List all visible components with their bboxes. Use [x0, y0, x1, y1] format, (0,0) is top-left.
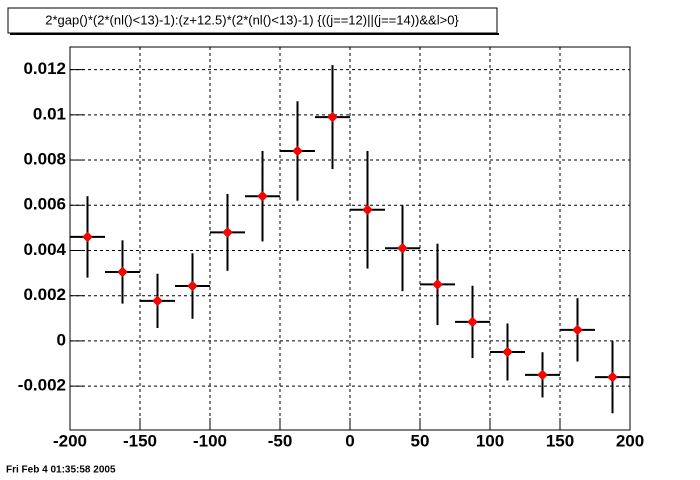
- marker: [257, 190, 268, 202]
- x-tick-label: -100: [193, 431, 227, 450]
- y-tick-label: 0.006: [23, 195, 66, 214]
- x-tick-label: -150: [123, 431, 157, 450]
- y-tick-label: 0: [57, 330, 66, 349]
- x-tick-label: 150: [546, 431, 574, 450]
- marker: [432, 279, 443, 290]
- marker: [327, 111, 338, 123]
- marker: [292, 145, 303, 157]
- marker: [572, 324, 583, 336]
- x-tick-label: 100: [476, 431, 504, 450]
- y-tick-label: 0.012: [23, 59, 66, 78]
- x-tick-label: -200: [53, 431, 87, 450]
- marker: [607, 371, 618, 383]
- marker: [82, 231, 93, 243]
- x-tick-label: 0: [345, 431, 354, 450]
- x-tick-label: 200: [616, 431, 644, 450]
- marker: [222, 227, 233, 238]
- y-tick-label: 0.008: [23, 150, 66, 169]
- y-tick-label: 0.004: [23, 240, 66, 259]
- marker: [117, 266, 128, 278]
- marker: [362, 204, 373, 216]
- x-tick-label: -50: [268, 431, 293, 450]
- marker: [467, 316, 478, 328]
- title-shadow: [10, 33, 499, 35]
- x-tick-label: 50: [411, 431, 430, 450]
- marker: [502, 346, 513, 358]
- marker: [397, 242, 408, 254]
- marker: [187, 280, 198, 292]
- y-tick-label: -0.002: [18, 376, 66, 395]
- y-tick-label: 0.01: [33, 104, 66, 123]
- footer-date: Fri Feb 4 01:35:58 2005: [6, 465, 116, 476]
- y-tick-label: 0.002: [23, 285, 66, 304]
- title-box: [7, 7, 498, 34]
- chart-title: 2*gap()*(2*(nl()<13)-1):(z+12.5)*(2*(nl(…: [45, 12, 459, 27]
- marker: [152, 295, 163, 307]
- marker: [537, 369, 548, 381]
